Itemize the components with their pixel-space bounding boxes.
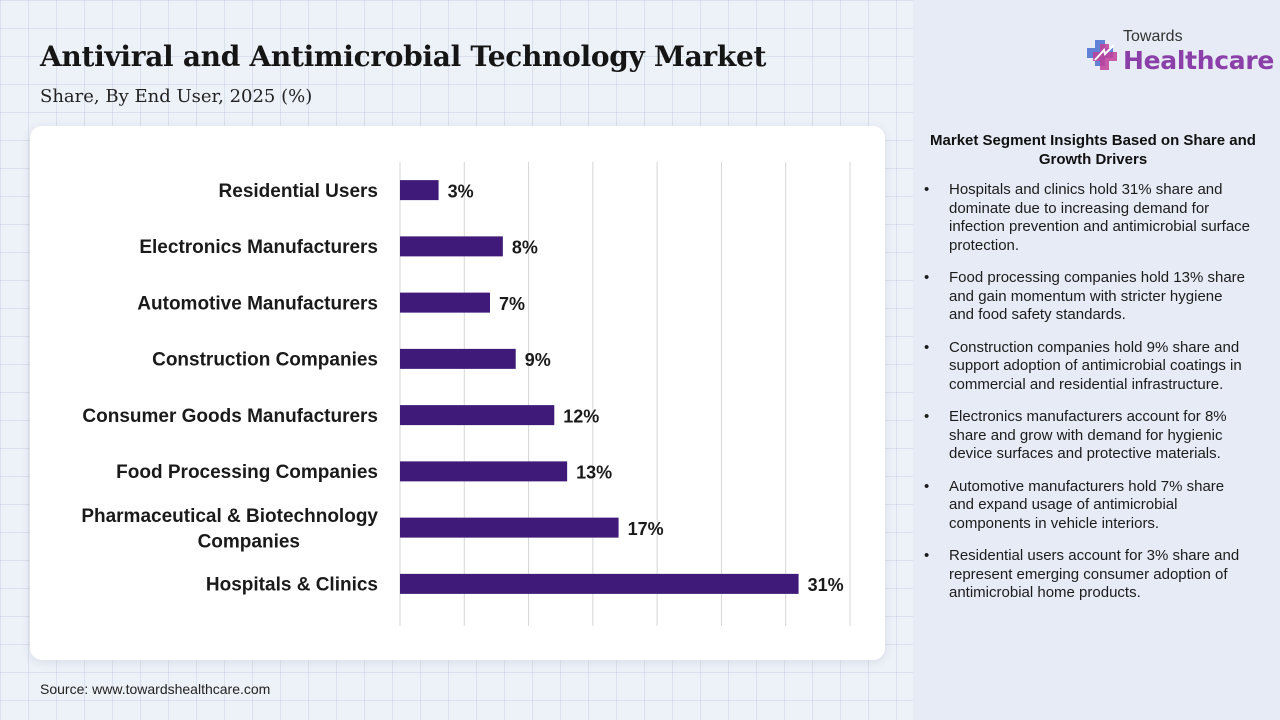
chart-title: Antiviral and Antimicrobial Technology M… <box>40 40 767 73</box>
bar <box>400 405 555 426</box>
insights-list: • Hospitals and clinics hold 31% share an… <box>913 181 1280 617</box>
insight-text: Construction companies hold 9% share and… <box>949 338 1242 393</box>
value-label: 13% <box>576 463 612 483</box>
bar-chart: Residential Users 3% Electronics Manufactu… <box>81 162 851 626</box>
bar <box>400 236 503 257</box>
towards-healthcare-logo: Towards Healthcare <box>1081 28 1274 78</box>
insight-text: Food processing companies hold 13% share… <box>949 269 1246 323</box>
category-label: Automotive Manufacturers <box>137 293 378 314</box>
insight-item: • Hospitals and clinics hold 31% share an… <box>913 181 1280 255</box>
insight-text: Automotive manufacturers hold 7% share a… <box>949 477 1225 532</box>
bullet-icon: • <box>924 338 930 356</box>
bullet-icon: • <box>924 181 930 198</box>
insight-item: • Food processing companies hold 13% shar… <box>913 269 1280 325</box>
bar <box>400 292 490 313</box>
bar <box>400 517 619 538</box>
bullet-icon: • <box>924 477 930 495</box>
medical-cross-logo-icon <box>1087 40 1117 70</box>
chart-card: Residential Users 3% Electronics Manufactu… <box>30 126 885 660</box>
bar <box>400 348 516 369</box>
bullet-icon: • <box>924 408 930 425</box>
value-label: 7% <box>499 294 525 314</box>
category-label: Pharmaceutical & Biotechnology Companies <box>81 506 378 553</box>
insight-text: Hospitals and clinics hold 31% share and… <box>949 181 1251 254</box>
insight-text: Residential users account for 3% share a… <box>949 547 1240 601</box>
chart-subtitle: Share, By End User, 2025 (%) <box>40 86 313 107</box>
insight-item: • Residential users account for 3% share … <box>913 547 1280 603</box>
category-label: Electronics Manufacturers <box>139 237 378 258</box>
value-label: 8% <box>512 238 538 258</box>
value-label: 17% <box>628 519 664 539</box>
category-label: Construction Companies <box>152 350 378 371</box>
insight-item: • Electronics manufacturers account for 8… <box>913 408 1280 464</box>
source-note: Source: www.towardshealthcare.com <box>40 681 271 697</box>
insight-text: Electronics manufacturers account for 8%… <box>949 408 1227 462</box>
insights-panel: Towards Healthcare Market Segment Insigh… <box>913 0 1280 720</box>
value-label: 9% <box>525 350 551 370</box>
category-label: Hospitals & Clinics <box>206 575 378 596</box>
value-label: 31% <box>808 575 844 595</box>
insights-heading: Market Segment Insights Based on Share a… <box>930 132 1256 168</box>
value-label: 12% <box>563 406 599 426</box>
bar <box>400 573 799 594</box>
insight-item: • Construction companies hold 9% share an… <box>913 339 1280 395</box>
bullet-icon: • <box>924 269 930 286</box>
bar <box>400 180 439 201</box>
category-label: Food Processing Companies <box>116 462 378 483</box>
logo-text-main: Healthcare <box>1123 46 1275 75</box>
bullet-icon: • <box>924 547 930 564</box>
logo-text-top: Towards <box>1123 28 1183 45</box>
category-label: Consumer Goods Manufacturers <box>82 406 378 427</box>
category-label: Residential Users <box>219 181 378 202</box>
value-label: 3% <box>448 181 474 201</box>
insight-item: • Automotive manufacturers hold 7% share … <box>913 478 1280 534</box>
bar <box>400 461 568 482</box>
